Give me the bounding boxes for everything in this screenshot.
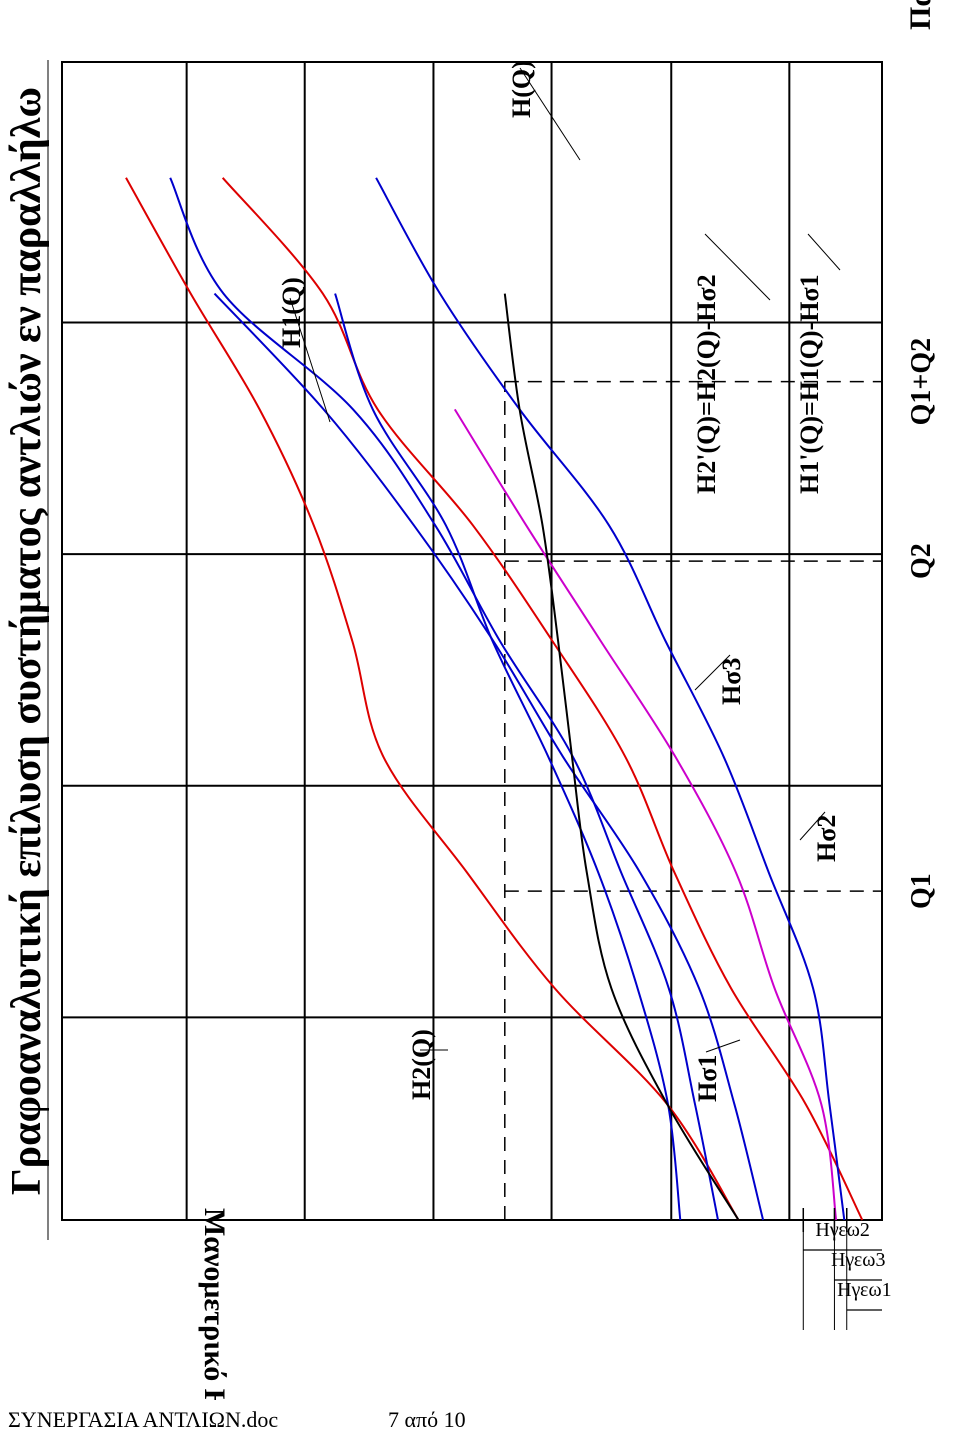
curve-8 bbox=[503, 293, 740, 1221]
footer-document-name: ΣΥΝΕΡΓΑΣΙΑ ΑΝΤΛΙΩΝ.doc bbox=[8, 1407, 279, 1432]
operating-point-dashes bbox=[504, 380, 882, 1220]
leader-3 bbox=[519, 67, 581, 161]
curve-labels: H1(Q) H2(Q) H(Q) Hσ1 Hσ2 Hσ3 H2'(Q)=H2(Q)-Hσ2 H… bbox=[277, 60, 841, 1102]
x-tick-label-3: Q1+Q2 bbox=[906, 338, 937, 426]
page-footer: ΣΥΝΕΡΓΑΣΙΑ ΑΝΤΛΙΩΝ.doc 7 από 10 bbox=[0, 1403, 960, 1436]
level-label-2: Hγεω3 bbox=[831, 1249, 886, 1271]
curve-label-7: H2'(Q)=H2(Q)-Hσ2 bbox=[692, 274, 721, 494]
curve-label-1: H1(Q) bbox=[277, 277, 306, 348]
grid bbox=[61, 61, 883, 1221]
curve-label-3: H(Q) bbox=[507, 60, 536, 118]
curve-5 bbox=[169, 177, 719, 1221]
curve-2 bbox=[221, 177, 864, 1221]
y-axis-label: Μανομετρικό H bbox=[198, 1208, 231, 1400]
curves bbox=[125, 177, 864, 1221]
level-label-1: Hγεω1 bbox=[837, 1279, 892, 1301]
x-tick-label-1: Q1 bbox=[906, 873, 937, 909]
reference-levels: Hγεω1 Hγεω3 Hγεω2 bbox=[802, 1208, 892, 1330]
chart-title: Γραφοαναλυτική επίλυση συστήματος αντλιώ… bbox=[4, 87, 50, 1195]
curve-label-4: Hσ1 bbox=[693, 1055, 722, 1102]
curve-7 bbox=[453, 408, 838, 1221]
leader-1 bbox=[289, 297, 331, 423]
curve-label-2: H2(Q) bbox=[407, 1029, 436, 1100]
curve-4 bbox=[375, 177, 846, 1221]
leader-5 bbox=[799, 811, 826, 841]
leader-7 bbox=[704, 233, 771, 301]
curve-label-8: H1'(Q)=H1(Q)-Hσ1 bbox=[795, 274, 824, 494]
curve-label-5: Hσ2 bbox=[812, 815, 841, 862]
label-leaders bbox=[289, 67, 841, 1053]
curve-3 bbox=[334, 293, 682, 1221]
x-tick-label-2: Q2 bbox=[906, 543, 937, 579]
level-label-3: Hγεω2 bbox=[815, 1219, 870, 1241]
chart-figure: Γραφοαναλυτική επίλυση συστήματος αντλιώ… bbox=[4, 0, 937, 1400]
curve-6 bbox=[213, 292, 765, 1221]
curve-1 bbox=[125, 177, 740, 1221]
leader-6 bbox=[694, 654, 731, 691]
x-ticks: Q1 Q2 Q1+Q2 bbox=[906, 338, 937, 909]
leader-8 bbox=[807, 233, 841, 271]
leader-4 bbox=[705, 1039, 741, 1053]
x-axis-label: Παροχή Q bbox=[904, 0, 937, 30]
chart-title-group: Γραφοαναλυτική επίλυση συστήματος αντλιώ… bbox=[4, 0, 937, 1400]
plot-frame bbox=[61, 61, 883, 1221]
curve-label-6: Hσ3 bbox=[717, 658, 746, 705]
footer-page-number: 7 από 10 bbox=[388, 1407, 466, 1432]
